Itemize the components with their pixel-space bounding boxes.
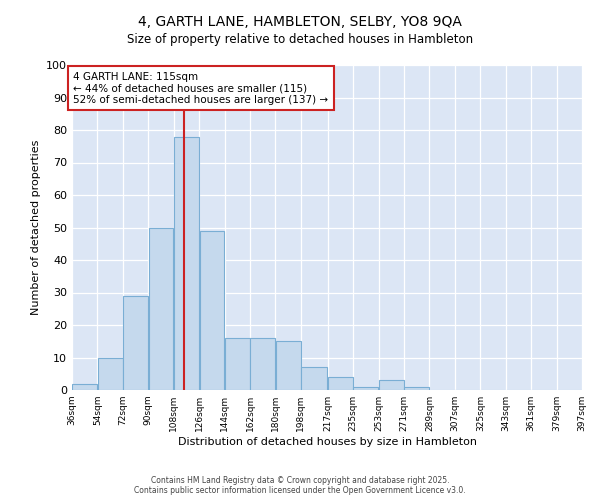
Bar bbox=[225, 338, 250, 390]
Text: Contains HM Land Registry data © Crown copyright and database right 2025.
Contai: Contains HM Land Registry data © Crown c… bbox=[134, 476, 466, 495]
Bar bbox=[301, 367, 328, 390]
X-axis label: Distribution of detached houses by size in Hambleton: Distribution of detached houses by size … bbox=[178, 437, 476, 447]
Bar bbox=[328, 377, 353, 390]
Y-axis label: Number of detached properties: Number of detached properties bbox=[31, 140, 41, 315]
Bar bbox=[199, 231, 224, 390]
Text: Size of property relative to detached houses in Hambleton: Size of property relative to detached ho… bbox=[127, 32, 473, 46]
Bar bbox=[174, 136, 199, 390]
Bar bbox=[404, 387, 429, 390]
Bar bbox=[353, 387, 378, 390]
Bar bbox=[250, 338, 275, 390]
Text: 4, GARTH LANE, HAMBLETON, SELBY, YO8 9QA: 4, GARTH LANE, HAMBLETON, SELBY, YO8 9QA bbox=[138, 15, 462, 29]
Bar bbox=[73, 384, 97, 390]
Bar bbox=[276, 341, 301, 390]
Text: 4 GARTH LANE: 115sqm
← 44% of detached houses are smaller (115)
52% of semi-deta: 4 GARTH LANE: 115sqm ← 44% of detached h… bbox=[73, 72, 329, 104]
Bar bbox=[149, 228, 173, 390]
Bar bbox=[379, 380, 404, 390]
Bar bbox=[123, 296, 148, 390]
Bar bbox=[98, 358, 122, 390]
